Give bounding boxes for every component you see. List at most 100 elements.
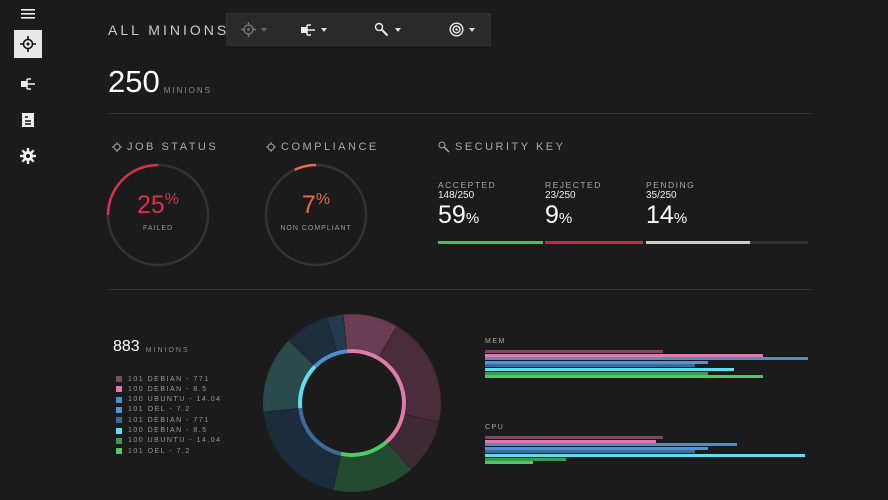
donut-outer-rim-segment — [263, 340, 291, 412]
donut-outer-rim-segment — [395, 326, 441, 422]
job-status-percent: 25% — [136, 191, 180, 219]
legend-label: 100 DEBIAN - 8.5 — [128, 385, 208, 393]
minion-count-unit: MINIONS — [163, 86, 212, 95]
legend-label: 101 OEL - 7.2 — [128, 406, 191, 414]
minion-count-value: 250 — [108, 64, 160, 99]
chevron-down-icon — [321, 28, 327, 32]
key-stat-label: ACCEPTED — [438, 180, 497, 190]
compliance-sublabel: NON COMPLIANT — [280, 225, 352, 232]
donut-inner-ring-segment — [336, 349, 348, 356]
divider — [108, 289, 812, 290]
filter-toolbar — [226, 13, 491, 46]
security-key-label: SECURITY KEY — [455, 141, 566, 153]
document-icon — [22, 113, 34, 127]
connect-filter-dropdown[interactable] — [300, 22, 327, 38]
donut-outer-rim-segment — [263, 411, 334, 490]
key-icon — [438, 141, 450, 153]
mem-bar — [485, 371, 708, 375]
chevron-down-icon — [469, 27, 475, 32]
key-filter-dropdown[interactable] — [374, 22, 401, 38]
distribution-donut-chart — [263, 314, 441, 492]
mem-bar — [485, 364, 695, 368]
crosshair-filter-dropdown[interactable] — [241, 22, 267, 37]
key-bar-rejected — [545, 241, 643, 244]
key-icon — [374, 22, 389, 37]
gear-icon — [20, 148, 36, 164]
mem-bar — [485, 368, 734, 371]
chevron-down-icon — [395, 28, 401, 32]
donut-outer-rim-segment — [288, 317, 328, 343]
minion-connect-icon — [301, 24, 315, 36]
crosshair-icon — [112, 142, 122, 152]
minion-count: 250 MINIONS — [108, 64, 212, 100]
legend-item: 101 DEBIAN - 771 — [116, 374, 210, 384]
legend-label: 100 UBUNTU - 14.04 — [128, 437, 222, 445]
page-title: ALL MINIONS — [108, 22, 230, 38]
mem-bar — [485, 350, 663, 353]
target-icon — [449, 22, 464, 37]
menu-button[interactable] — [14, 0, 42, 28]
key-stat-rejected: REJECTED 23/250 9% — [545, 180, 602, 230]
job-status-gauge: 25% FAILED — [106, 163, 210, 267]
legend-label: 101 OEL - 7.2 — [128, 447, 191, 455]
legend-item: 100 UBUNTU - 14.04 — [116, 436, 222, 446]
target-filter-dropdown[interactable] — [449, 22, 475, 37]
key-stat-count: 23/250 — [545, 190, 576, 201]
compliance-heading: COMPLIANCE — [266, 141, 379, 153]
key-stat-accepted: ACCEPTED 148/250 59% — [438, 180, 496, 230]
donut-inner-ring-segment — [313, 351, 338, 368]
distribution-count: 883 MINIONS — [113, 338, 190, 356]
divider — [108, 113, 812, 114]
menu-icon — [21, 9, 35, 19]
cpu-bar — [485, 457, 566, 461]
crosshair-icon — [266, 142, 276, 152]
legend-item: 101 OEL - 7.2 — [116, 405, 191, 415]
sidebar-item-connections[interactable] — [14, 70, 42, 98]
donut-outer-rim-segment — [343, 314, 397, 329]
legend-item: 100 UBUNTU - 14.04 — [116, 395, 222, 405]
donut-inner-ring-segment — [385, 413, 405, 444]
distribution-count-value: 883 — [113, 338, 140, 355]
compliance-gauge: 7% NON COMPLIANT — [264, 163, 368, 267]
legend-swatch — [116, 406, 122, 413]
legend-label: 101 DEBIAN - 771 — [128, 375, 210, 383]
sidebar-item-reports[interactable] — [14, 106, 42, 134]
donut-outer-rim-segment — [326, 314, 344, 321]
mem-bar — [485, 353, 763, 357]
cpu-chart-label: CPU — [485, 424, 505, 431]
cpu-bar — [485, 450, 695, 454]
cpu-bar — [485, 446, 708, 450]
sidebar-item-minions[interactable] — [14, 30, 42, 58]
crosshair-icon — [20, 36, 36, 52]
compliance-label: COMPLIANCE — [281, 141, 379, 153]
legend-swatch — [116, 376, 122, 382]
key-stat-count: 35/250 — [646, 190, 677, 201]
legend-label: 100 DEBIAN - 8.5 — [128, 427, 208, 434]
mem-bar — [485, 360, 708, 364]
job-status-label: JOB STATUS — [127, 141, 219, 153]
mem-bar — [485, 375, 763, 379]
sidebar-item-settings[interactable] — [14, 142, 42, 170]
donut-outer-rim-segment — [409, 421, 439, 470]
cpu-bar — [485, 461, 534, 465]
security-key-heading: SECURITY KEY — [438, 141, 566, 153]
legend-swatch — [116, 437, 122, 444]
donut-inner-ring-segment — [340, 440, 388, 457]
key-stat-label: PENDING — [646, 180, 696, 190]
crosshair-icon — [241, 22, 256, 37]
key-stat-label: REJECTED — [545, 180, 602, 190]
legend-swatch — [116, 386, 122, 393]
cpu-bar — [485, 443, 737, 447]
chevron-down-icon — [261, 27, 267, 32]
job-status-sublabel: FAILED — [142, 225, 174, 232]
minion-connect-icon — [21, 78, 35, 90]
key-bar-pending — [646, 241, 750, 244]
key-stat-count: 148/250 — [438, 190, 475, 201]
job-status-heading: JOB STATUS — [112, 141, 218, 153]
legend-swatch — [116, 396, 122, 403]
donut-inner-ring-segment — [377, 356, 406, 415]
legend-swatch — [116, 427, 122, 434]
key-stat-percent: 14% — [646, 201, 688, 229]
donut-outer-rim-segment — [333, 467, 412, 492]
donut-inner-ring-segment — [298, 365, 317, 409]
